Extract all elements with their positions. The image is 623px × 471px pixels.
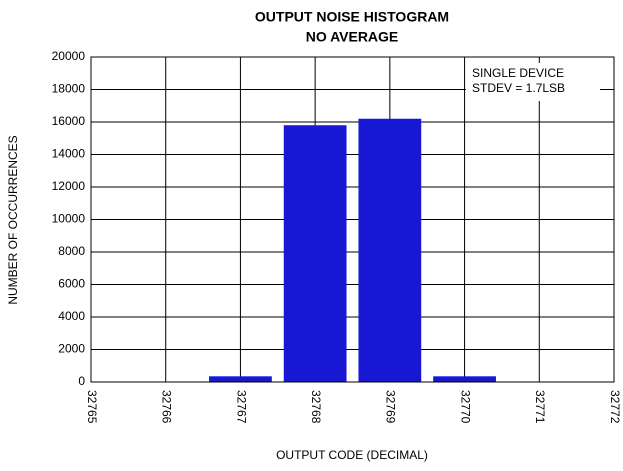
x-tick-label: 32772 — [608, 390, 622, 424]
annotation-box — [466, 63, 600, 101]
bar — [358, 118, 422, 382]
x-tick-label: 32767 — [234, 390, 248, 424]
y-tick-label: 0 — [78, 374, 85, 388]
y-tick-label: 6000 — [58, 277, 85, 291]
y-tick-label: 20000 — [52, 49, 86, 63]
bar — [283, 125, 347, 382]
x-tick-label: 32765 — [85, 390, 99, 424]
annotation: STDEV = 1.7LSB — [472, 81, 565, 95]
bar — [433, 376, 496, 382]
x-tick-label: 32769 — [384, 390, 398, 424]
x-tick-label: 32770 — [458, 390, 472, 424]
x-tick-label: 32771 — [533, 390, 547, 424]
y-tick-label: 8000 — [58, 244, 85, 258]
chart-title: OUTPUT NOISE HISTOGRAM — [255, 9, 449, 25]
x-tick-label: 32766 — [160, 390, 174, 424]
y-tick-label: 16000 — [52, 114, 86, 128]
y-axis-label: NUMBER OF OCCURRENCES — [6, 135, 20, 304]
x-axis-label: OUTPUT CODE (DECIMAL) — [276, 448, 428, 462]
plot-frame — [90, 56, 615, 383]
y-tick-label: 2000 — [58, 342, 85, 356]
y-tick-label: 10000 — [52, 212, 86, 226]
bar — [209, 376, 272, 382]
y-tick-label: 4000 — [58, 309, 85, 323]
x-tick-label: 32768 — [309, 390, 323, 424]
y-tick-label: 14000 — [52, 147, 86, 161]
chart-title: NO AVERAGE — [306, 29, 399, 45]
y-tick-label: 18000 — [52, 82, 86, 96]
y-tick-label: 12000 — [52, 179, 86, 193]
annotation: SINGLE DEVICE — [472, 66, 564, 80]
